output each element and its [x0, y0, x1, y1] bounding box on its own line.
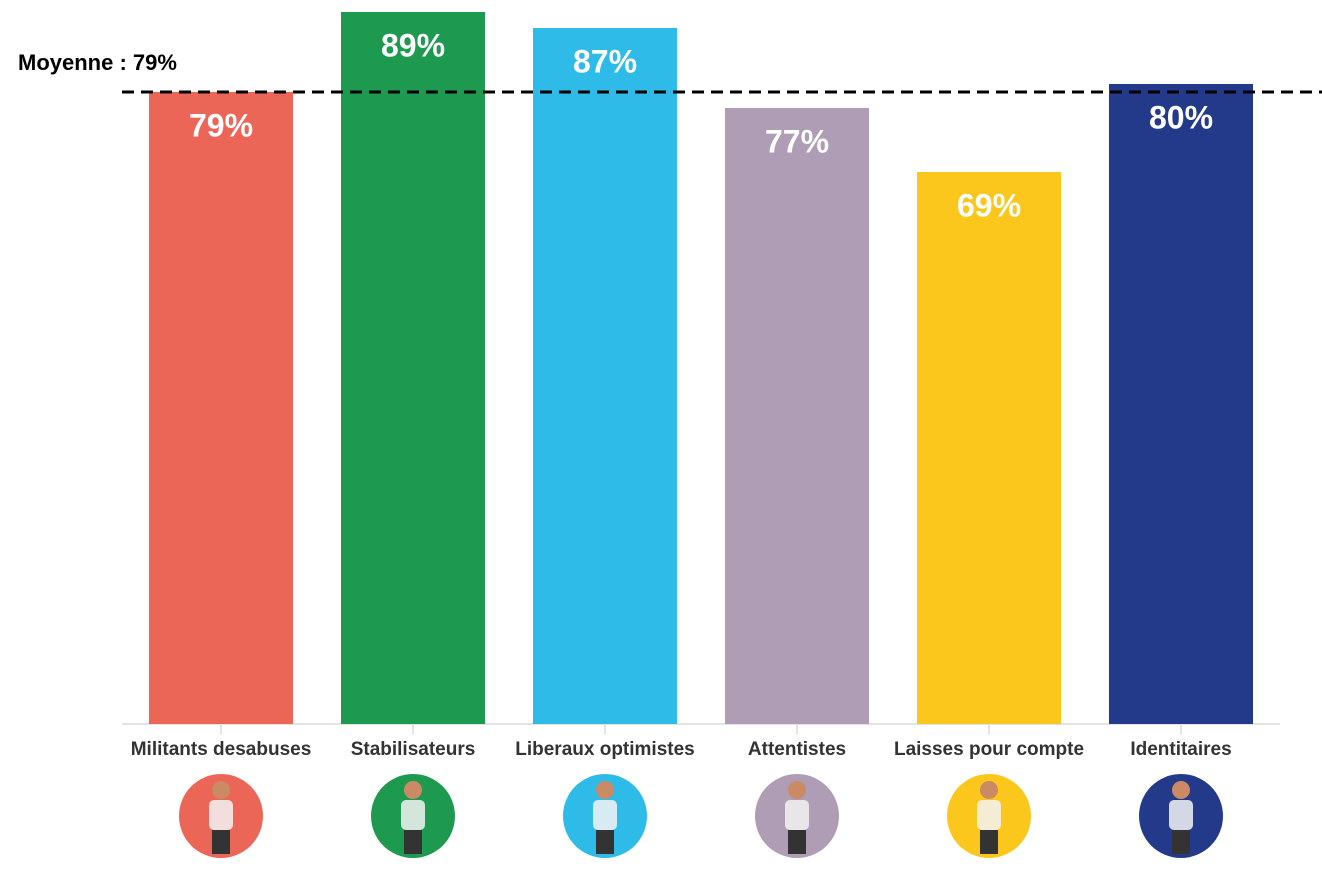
value-label: 69% — [957, 187, 1021, 223]
value-label: 80% — [1149, 99, 1213, 135]
persona-legs — [212, 830, 230, 854]
bar — [149, 92, 293, 724]
x-tick-label: Attentistes — [748, 739, 846, 760]
persona-head — [788, 781, 806, 799]
value-label: 89% — [381, 27, 445, 63]
persona-body — [593, 800, 617, 830]
persona-body — [209, 800, 233, 830]
persona-legs — [596, 830, 614, 854]
persona-legs — [404, 830, 422, 854]
bar — [341, 12, 485, 724]
persona-legs — [980, 830, 998, 854]
value-label: 87% — [573, 43, 637, 79]
persona-head — [980, 781, 998, 799]
bar — [1109, 84, 1253, 724]
persona-body — [785, 800, 809, 830]
x-tick-label: Laisses pour compte — [894, 739, 1084, 760]
persona-body — [401, 800, 425, 830]
x-tick-label: Liberaux optimistes — [515, 739, 695, 760]
persona-body — [1169, 800, 1193, 830]
value-label: 79% — [189, 107, 253, 143]
persona-head — [212, 781, 230, 799]
persona-legs — [1172, 830, 1190, 854]
persona-head — [404, 781, 422, 799]
persona-head — [1172, 781, 1190, 799]
persona-head — [596, 781, 614, 799]
x-tick-label: Stabilisateurs — [351, 739, 476, 760]
persona-body — [977, 800, 1001, 830]
x-tick-label: Identitaires — [1130, 739, 1231, 760]
average-label: Moyenne : 79% — [18, 50, 177, 75]
bar — [533, 28, 677, 724]
persona-legs — [788, 830, 806, 854]
value-label: 77% — [765, 123, 829, 159]
x-tick-label: Militants desabuses — [131, 739, 312, 760]
bar — [917, 172, 1061, 724]
bar — [725, 108, 869, 724]
